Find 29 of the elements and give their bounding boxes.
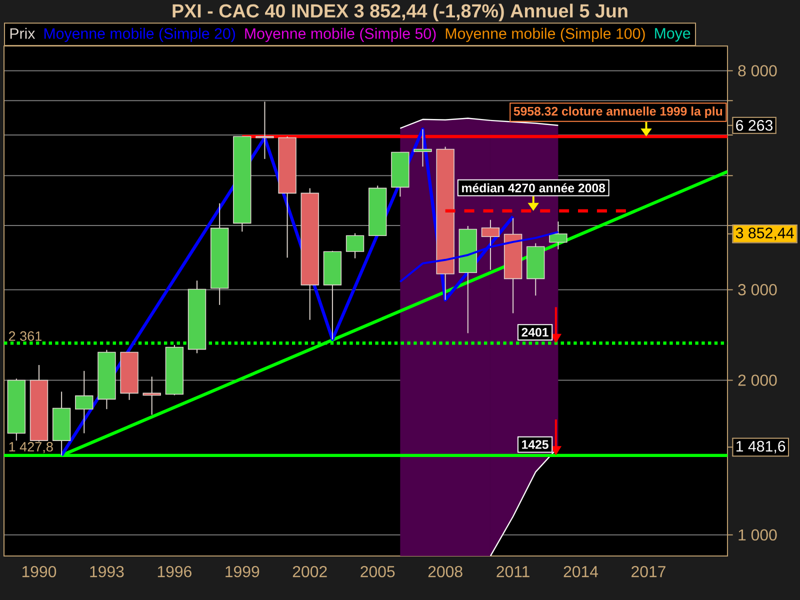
x-tick-label: 2014 (564, 566, 598, 578)
x-tick-label: 2017 (632, 566, 666, 578)
x-tick-label: 1993 (90, 566, 124, 578)
y-tick-label: 8 000 (738, 65, 777, 76)
legend-label: Moye (655, 28, 690, 42)
text: Prix (10, 28, 36, 39)
x-tick-label: 1999 (226, 566, 260, 578)
ref-line-label: 2 361 (8, 331, 42, 341)
x-tick-label: 2011 (496, 566, 530, 578)
annotation: 5958.32 cloture annuelle 1999 la plu (514, 106, 722, 118)
x-tick-label: 1990 (22, 566, 56, 578)
y-tick-label: 3 852,44 (736, 228, 794, 240)
annotation: 1425 (522, 440, 548, 449)
x-tick-label: 2002 (292, 566, 327, 578)
x-tick-label: 2005 (360, 566, 395, 578)
x-tick-label: 1996 (158, 566, 192, 578)
annotation: médian 4270 année 2008 (462, 183, 606, 192)
text: Moyenne mobile (Simple 20) (44, 28, 235, 42)
legend-label: Moyenne mobile (Simple 100) (446, 28, 645, 42)
legend-label: Moyenne mobile (Simple 50) (245, 28, 436, 42)
annotation: 2401 (522, 328, 548, 337)
y-tick-label: 3 000 (738, 284, 777, 296)
y-tick-label: 6 263 (736, 120, 773, 131)
y-tick-label: 1 000 (738, 529, 777, 541)
x-tick-label: 2008 (428, 566, 462, 578)
ref-line-label: 1 427,8 (9, 442, 53, 454)
y-tick-label: 1 481,6 (736, 440, 786, 454)
chart-title: PXI - CAC 40 INDEX 3 852,44 (-1,87%) Annuel 5 Jun (172, 4, 628, 22)
y-tick-label: 2 000 (738, 374, 777, 386)
